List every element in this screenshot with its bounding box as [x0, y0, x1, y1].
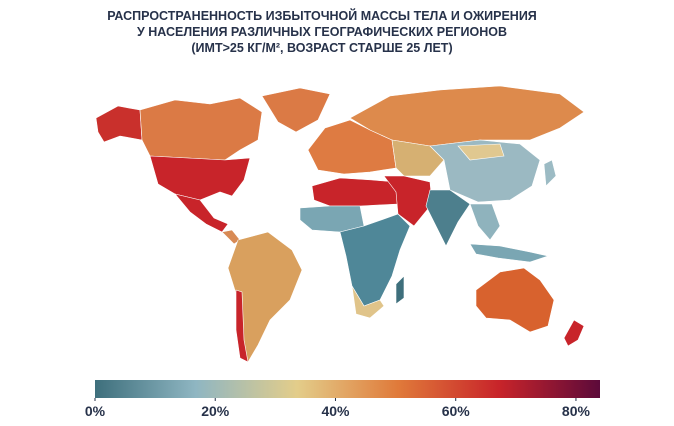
title-line: (ИМТ>25 КГ/М², ВОЗРАСТ СТАРШЕ 25 ЛЕТ) [191, 41, 452, 55]
usa [149, 155, 251, 201]
colorbar-tick-label: 20% [201, 403, 230, 419]
middle-east [383, 175, 433, 227]
chile [235, 289, 249, 363]
china [429, 139, 541, 203]
greenland [261, 87, 331, 133]
southeast-asia [469, 203, 501, 241]
canada [139, 97, 263, 161]
colorbar-tick-label: 80% [562, 403, 591, 419]
central-africa [339, 213, 411, 307]
colorbar-tick-label: 0% [85, 403, 106, 419]
colorbar-tick-label: 60% [442, 403, 471, 419]
colorbar-tick-label: 40% [321, 403, 350, 419]
new-zealand [563, 319, 585, 347]
south-africa [351, 285, 385, 319]
madagascar [395, 275, 405, 305]
title-line: РАСПРОСТРАНЕННОСТЬ ИЗБЫТОЧНОЙ МАССЫ ТЕЛА… [107, 8, 537, 23]
north-africa [311, 177, 399, 207]
colorbar [95, 380, 600, 398]
mexico [174, 193, 229, 233]
india [425, 189, 471, 247]
title-line: У НАСЕЛЕНИЯ РАЗЛИЧНЫХ ГЕОГРАФИЧЕСКИХ РЕГ… [137, 25, 507, 39]
mongolia [457, 143, 505, 161]
russia [349, 85, 585, 147]
indonesia [469, 243, 550, 263]
australia [475, 267, 555, 333]
world-map [95, 85, 585, 363]
alaska [95, 105, 143, 143]
japan [543, 159, 557, 187]
